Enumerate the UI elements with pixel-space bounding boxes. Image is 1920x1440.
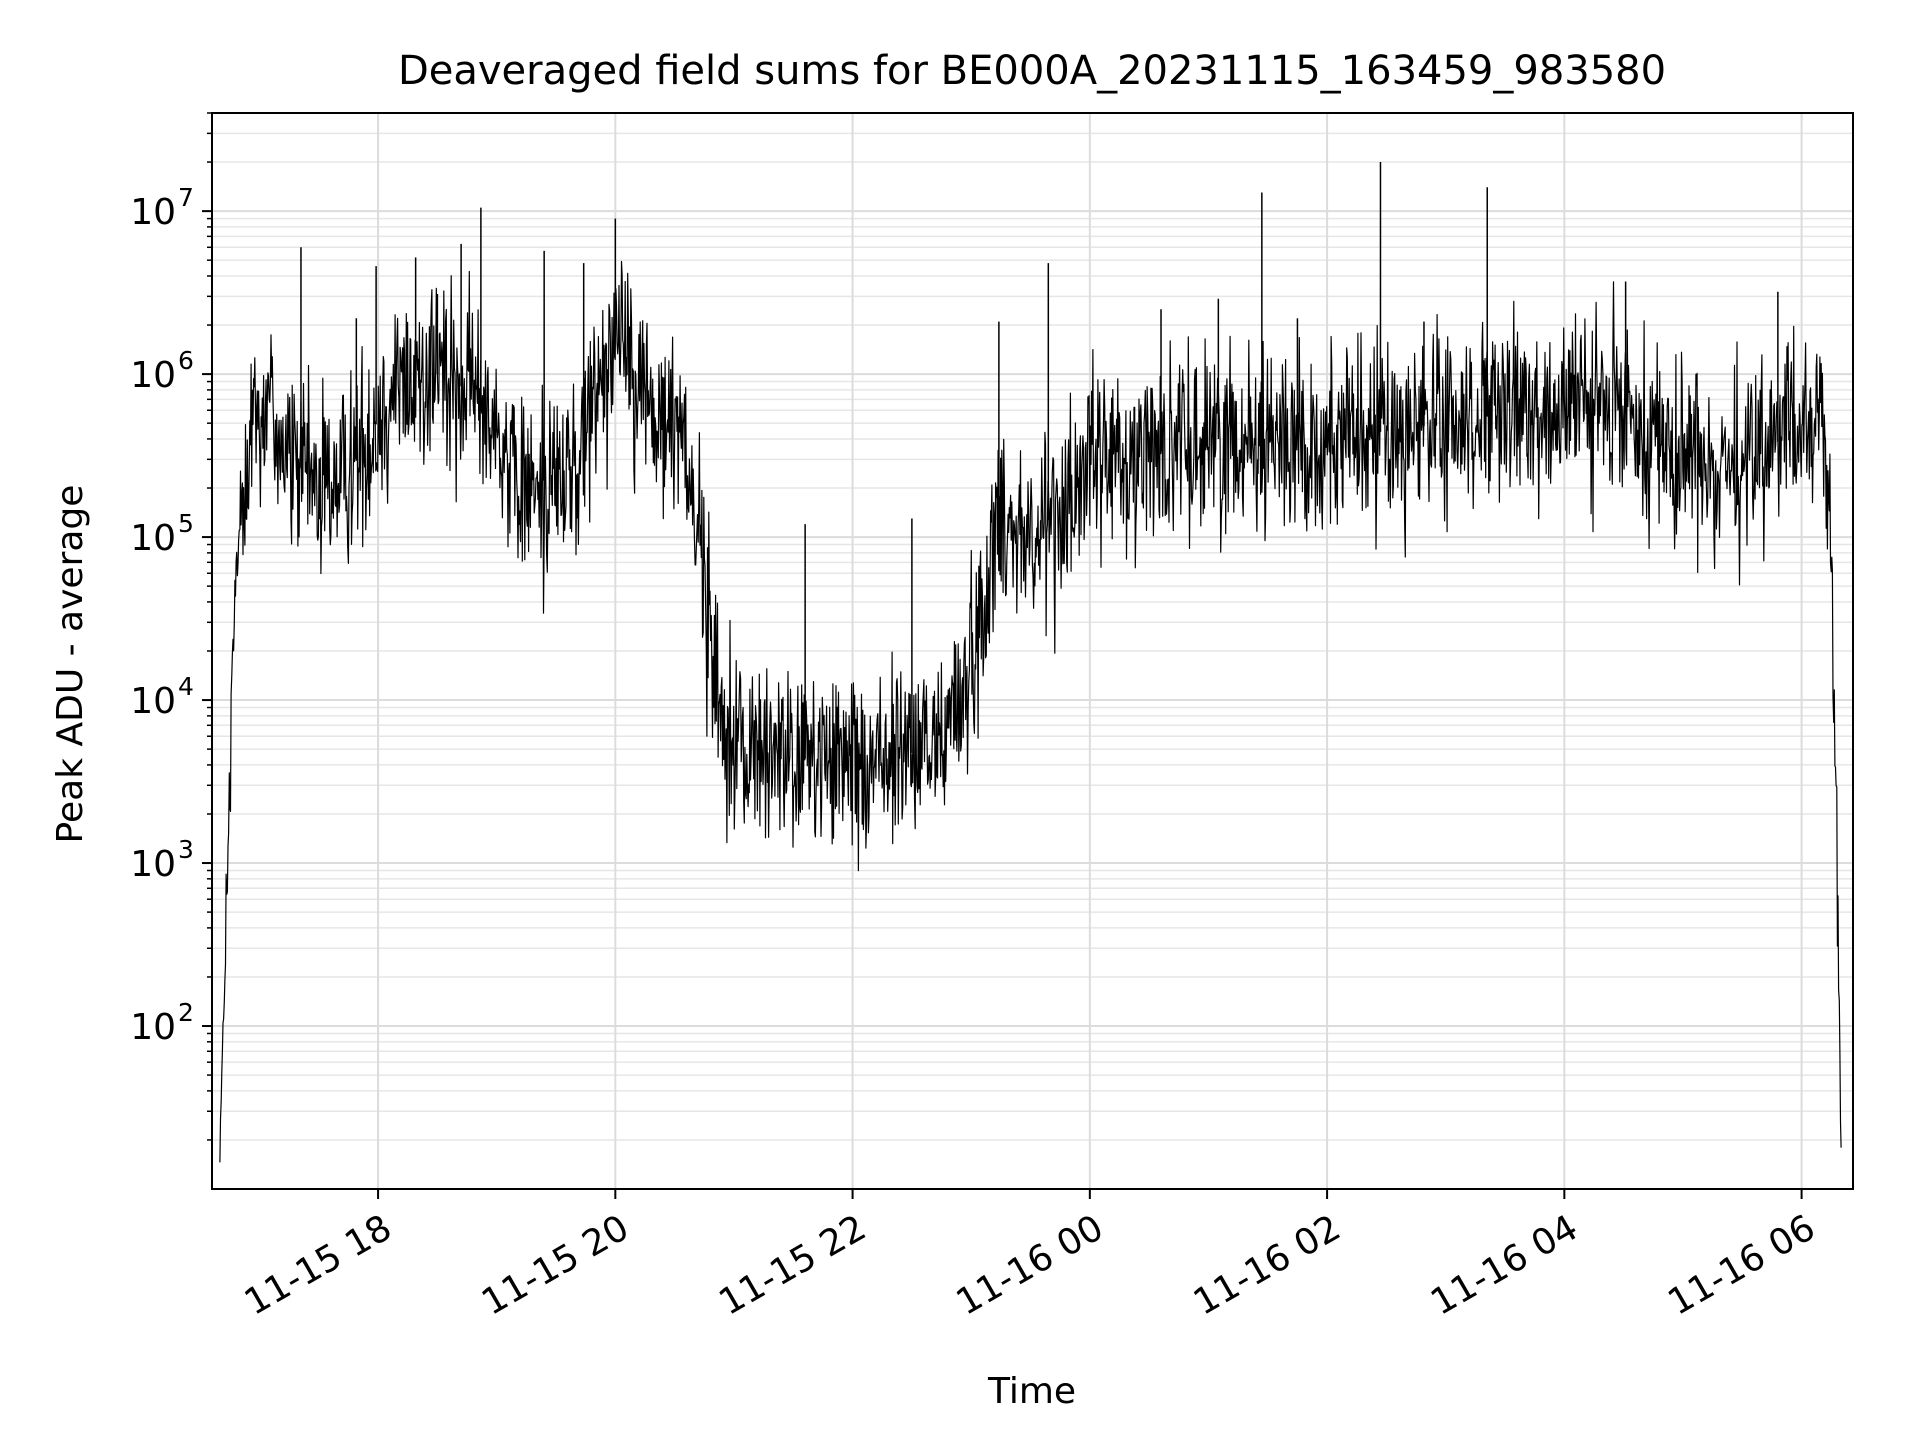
x-axis-label: Time	[987, 1371, 1076, 1412]
data-series-line	[219, 260, 1842, 1163]
y-tick-label-exponent: 6	[178, 346, 194, 375]
y-axis-label: Peak ADU - average	[50, 485, 91, 844]
y-tick-label: 10	[130, 192, 176, 233]
y-tick-label-exponent: 3	[178, 835, 194, 864]
y-tick-label: 10	[130, 681, 176, 722]
y-tick-label: 10	[130, 844, 176, 885]
y-tick-label-exponent: 4	[178, 672, 194, 701]
plot-frame	[211, 112, 1854, 1190]
y-tick-label-exponent: 2	[178, 998, 194, 1027]
chart-title: Deaveraged field sums for BE000A_2023111…	[398, 48, 1666, 94]
y-tick-label-exponent: 7	[178, 183, 194, 212]
y-tick-label: 10	[130, 355, 176, 396]
y-tick-label: 10	[130, 1007, 176, 1048]
series-layer	[219, 162, 1842, 1163]
y-tick-label-exponent: 5	[178, 509, 194, 538]
y-tick-label: 10	[130, 518, 176, 559]
